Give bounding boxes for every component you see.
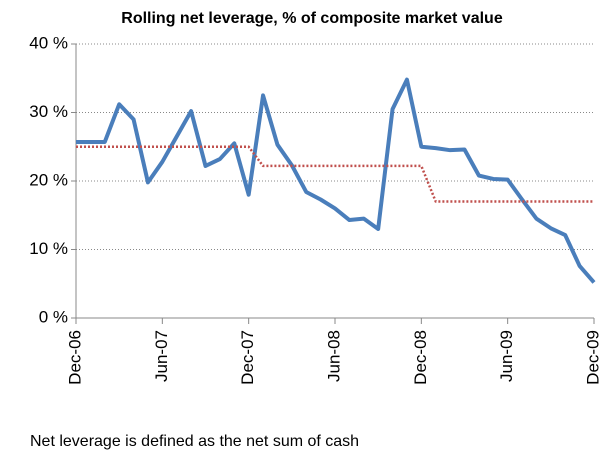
x-tick-label: Dec-09 — [583, 330, 599, 385]
line-series — [76, 145, 594, 203]
footnote: Net leverage is defined as the net sum o… — [30, 433, 359, 450]
y-tick-label: 30 % — [29, 102, 68, 121]
x-tick-label: Dec-08 — [411, 330, 430, 385]
y-tick-label: 40 % — [29, 33, 68, 52]
x-tick-label: Jun-09 — [497, 330, 516, 382]
x-tick-label: Dec-06 — [65, 330, 84, 385]
line-series — [76, 77, 596, 284]
x-tick-label: Jun-08 — [324, 330, 343, 382]
y-tick-label: 10 % — [29, 239, 68, 258]
y-tick-label: 20 % — [29, 170, 68, 189]
x-tick-label: Dec-07 — [238, 330, 257, 385]
chart-title: Rolling net leverage, % of composite mar… — [121, 10, 503, 27]
x-tick-label: Jun-07 — [152, 330, 171, 382]
y-tick-label: 0 % — [39, 307, 68, 326]
